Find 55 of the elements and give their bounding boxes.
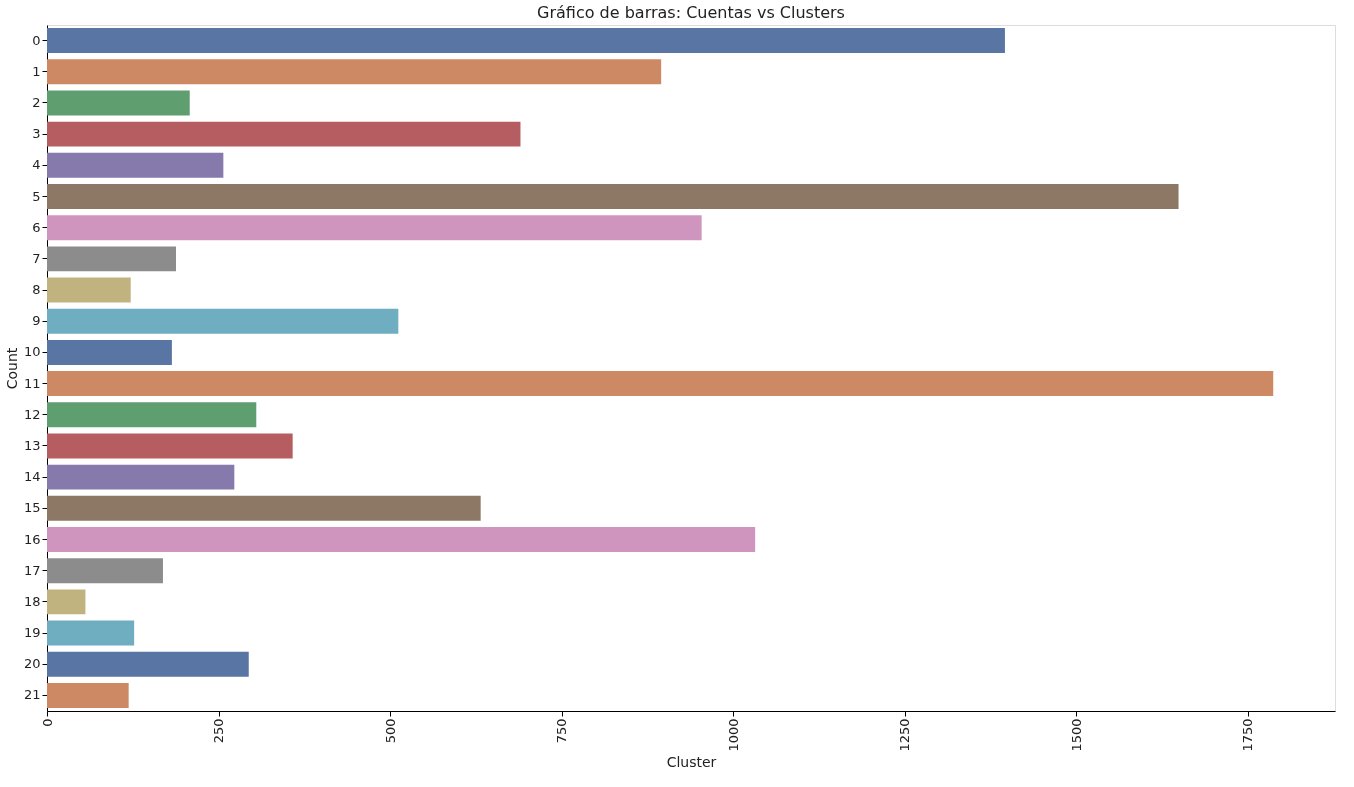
x-tick-label: 750 bbox=[554, 718, 570, 744]
bar bbox=[47, 308, 399, 334]
y-tick-label: 17 bbox=[23, 562, 41, 578]
bar bbox=[47, 184, 1179, 209]
y-tick-label: 15 bbox=[23, 500, 41, 516]
bar bbox=[47, 371, 1274, 397]
y-tick-label: 7 bbox=[32, 250, 41, 266]
bar bbox=[47, 464, 235, 490]
bar bbox=[47, 558, 163, 584]
bar bbox=[47, 495, 481, 521]
y-tick-label: 9 bbox=[32, 313, 41, 329]
bar bbox=[47, 215, 702, 241]
y-tick-label: 21 bbox=[23, 687, 41, 703]
bar bbox=[47, 90, 190, 116]
bar bbox=[47, 59, 662, 85]
bar bbox=[47, 589, 86, 615]
chart-title: Gráfico de barras: Cuentas vs Clusters bbox=[537, 3, 845, 22]
x-tick-label: 250 bbox=[211, 718, 227, 744]
bar bbox=[47, 651, 249, 677]
y-tick-label: 4 bbox=[32, 157, 41, 173]
y-tick-label: 10 bbox=[23, 344, 41, 360]
y-tick-label: 13 bbox=[23, 437, 41, 453]
y-tick-label: 3 bbox=[32, 126, 41, 142]
y-tick-label: 20 bbox=[23, 656, 41, 672]
bar bbox=[47, 402, 257, 428]
y-tick-label: 0 bbox=[32, 32, 41, 48]
bar bbox=[47, 620, 135, 646]
bar bbox=[47, 277, 131, 303]
x-tick-label: 0 bbox=[39, 718, 55, 727]
x-axis-title: Cluster bbox=[666, 753, 717, 770]
bar bbox=[47, 339, 172, 365]
y-tick-label: 1 bbox=[32, 63, 41, 79]
y-tick-label: 19 bbox=[23, 625, 41, 641]
y-tick-label: 11 bbox=[23, 375, 41, 391]
x-tick-label: 1250 bbox=[897, 718, 913, 752]
bar bbox=[47, 152, 224, 178]
y-tick-label: 14 bbox=[23, 469, 41, 485]
bar bbox=[47, 433, 293, 459]
y-tick-label: 16 bbox=[23, 531, 41, 547]
bar bbox=[47, 527, 756, 552]
y-tick-label: 5 bbox=[32, 188, 41, 204]
x-tick-label: 1500 bbox=[1068, 718, 1084, 752]
y-tick-label: 12 bbox=[23, 406, 41, 422]
bar bbox=[47, 28, 1005, 54]
x-tick-label: 500 bbox=[382, 718, 398, 744]
y-tick-label: 2 bbox=[32, 94, 41, 110]
x-tick-label: 1000 bbox=[725, 718, 741, 752]
y-tick-label: 8 bbox=[32, 282, 41, 298]
y-tick-label: 6 bbox=[32, 219, 41, 235]
bar bbox=[47, 121, 521, 147]
x-tick-label: 1750 bbox=[1240, 718, 1256, 752]
bar bbox=[47, 682, 129, 708]
y-tick-label: 18 bbox=[23, 593, 41, 609]
bar bbox=[47, 246, 177, 272]
y-axis-title: Count bbox=[3, 347, 20, 390]
